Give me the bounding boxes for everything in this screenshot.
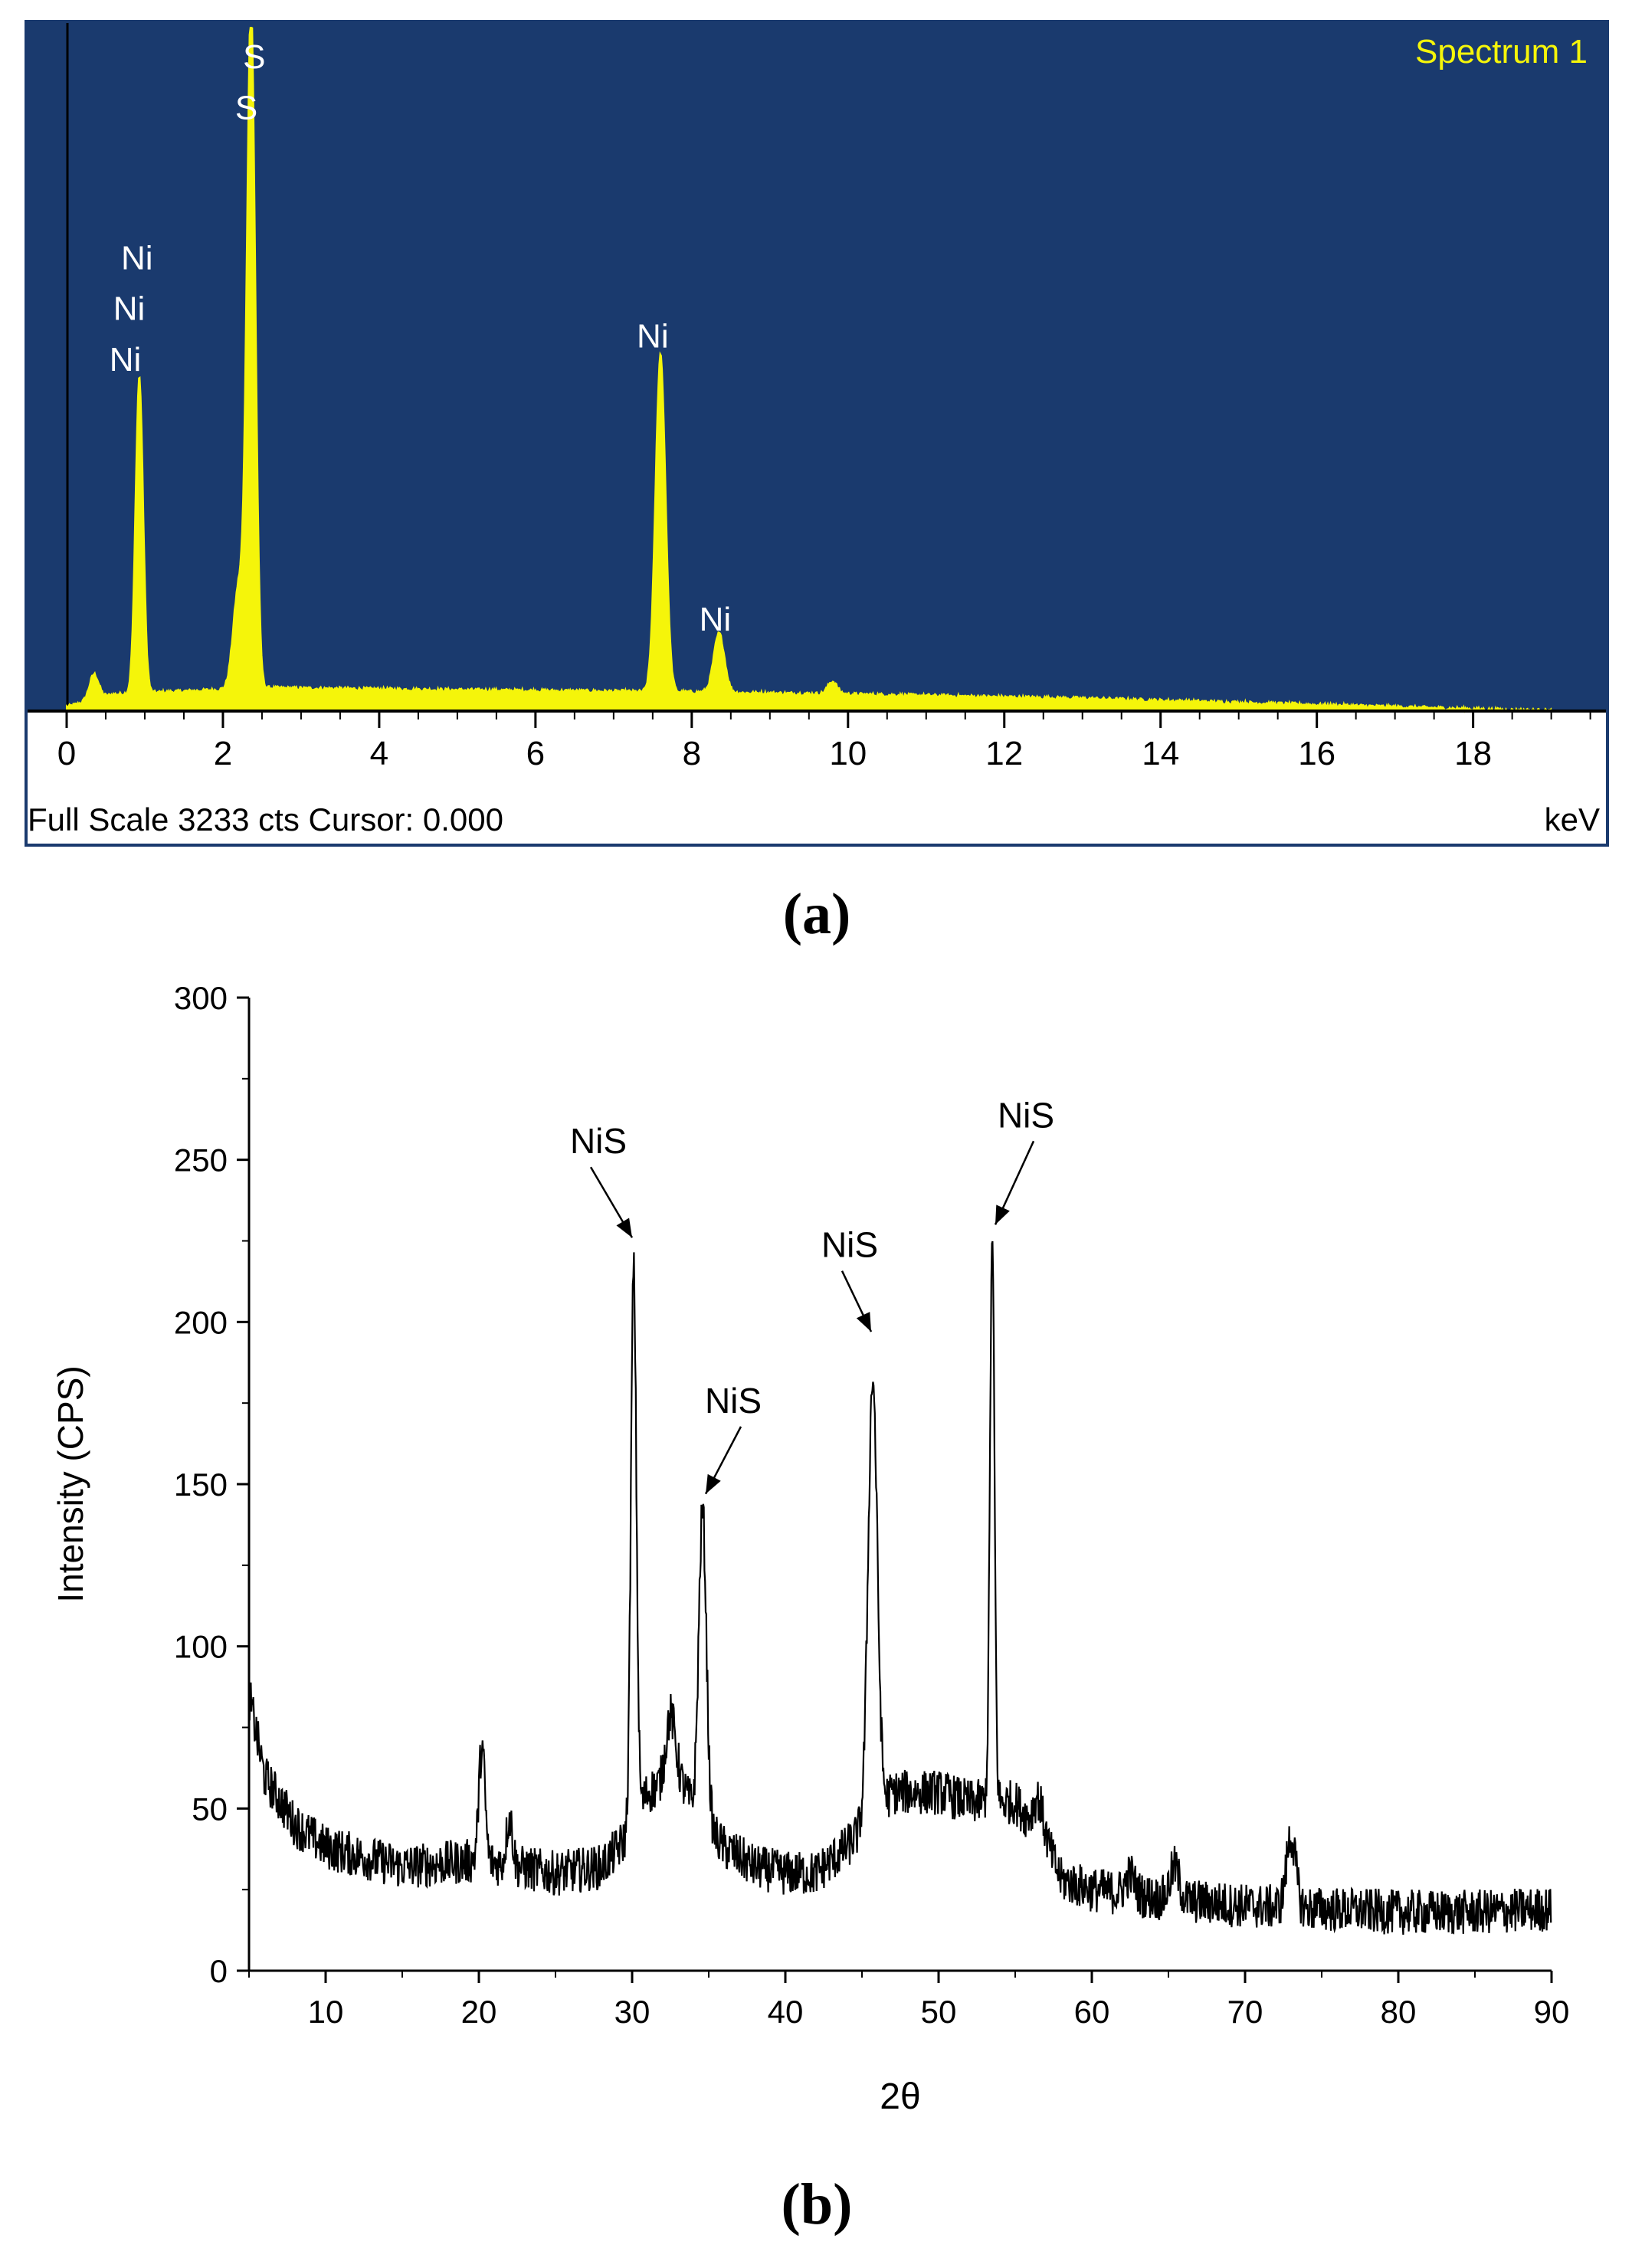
eds-tick-label: 12: [985, 735, 1023, 772]
eds-peak-label: Ni: [121, 239, 153, 277]
xrd-y-tick-label: 150: [174, 1467, 228, 1503]
eds-peak-label: S: [235, 89, 257, 126]
eds-tick-label: 16: [1298, 735, 1335, 772]
xrd-x-tick-label: 30: [614, 1994, 651, 2030]
eds-tick-label: 8: [683, 735, 701, 772]
eds-status-text: Full Scale 3233 cts Cursor: 0.000: [28, 801, 503, 837]
xrd-arrow-head: [856, 1312, 871, 1332]
xrd-annotations: NiS NiS NiS NiS: [570, 1095, 1054, 1495]
xrd-y-tick-label: 300: [174, 980, 228, 1016]
eds-tick-label: 6: [526, 735, 545, 772]
eds-tick-label: 10: [829, 735, 867, 772]
xrd-peak-label: NiS: [705, 1381, 762, 1421]
eds-x-unit: keV: [1545, 801, 1600, 837]
panel-a-caption: (a): [783, 882, 851, 946]
xrd-y-tick-label: 250: [174, 1142, 228, 1178]
eds-tick-labels: 0 2 4 6 8 10 12 14 16 18: [57, 735, 1492, 772]
eds-peak-label: S: [243, 38, 265, 76]
xrd-x-label: 2θ: [880, 2076, 920, 2117]
eds-peak-label: Ni: [113, 290, 146, 328]
eds-peak-label: Ni: [637, 317, 669, 355]
eds-ticks: [65, 711, 1591, 728]
eds-tick-label: 4: [370, 735, 388, 772]
xrd-x-tick-label: 60: [1074, 1994, 1110, 2030]
xrd-panel: 0 50 100 150 200 250 300 10 20 30 40 50 60 70 80 90 Ni…: [51, 980, 1569, 2117]
eds-annotations: SS Ni Ni Ni Ni Ni: [110, 38, 732, 638]
xrd-y-tick-label: 50: [192, 1791, 228, 1827]
xrd-y-tick-label: 0: [210, 1953, 228, 1989]
xrd-peak-label: NiS: [821, 1225, 878, 1265]
xrd-y-tick-label: 100: [174, 1629, 228, 1665]
eds-plot-background: [28, 23, 1606, 711]
xrd-x-tick-label: 50: [921, 1994, 957, 2030]
xrd-peak-label: NiS: [998, 1095, 1054, 1135]
eds-tick-label: 0: [57, 735, 76, 772]
eds-tick-label: 14: [1142, 735, 1179, 772]
eds-spectrum-title: Spectrum 1: [1415, 33, 1588, 70]
xrd-arrow-head: [706, 1473, 721, 1494]
xrd-x-tick-label: 70: [1227, 1994, 1263, 2030]
xrd-x-tick-label: 20: [461, 1994, 497, 2030]
xrd-peak-label: NiS: [570, 1121, 627, 1161]
xrd-y-label: Intensity (CPS): [51, 1365, 90, 1602]
panel-b-caption: (b): [782, 2172, 853, 2237]
xrd-x-tick-label: 80: [1381, 1994, 1417, 2030]
xrd-x-tick-label: 10: [308, 1994, 344, 2030]
eds-peak-label: Ni: [110, 341, 142, 379]
xrd-arrow-head: [616, 1218, 632, 1238]
xrd-pattern-line: [247, 1241, 1552, 1935]
xrd-arrow-head: [995, 1204, 1010, 1225]
xrd-x-tick-label: 90: [1534, 1994, 1570, 2030]
eds-tick-label: 2: [214, 735, 232, 772]
eds-tick-label: 18: [1454, 735, 1492, 772]
eds-spectrum: [66, 27, 1552, 714]
xrd-x-ticks: 10 20 30 40 50 60 70 80 90: [248, 1971, 1570, 2030]
xrd-x-tick-label: 40: [768, 1994, 804, 2030]
xrd-y-tick-label: 200: [174, 1304, 228, 1340]
eds-peak-label: Ni: [700, 601, 732, 638]
xrd-y-ticks: 0 50 100 150 200 250 300: [174, 980, 249, 1989]
